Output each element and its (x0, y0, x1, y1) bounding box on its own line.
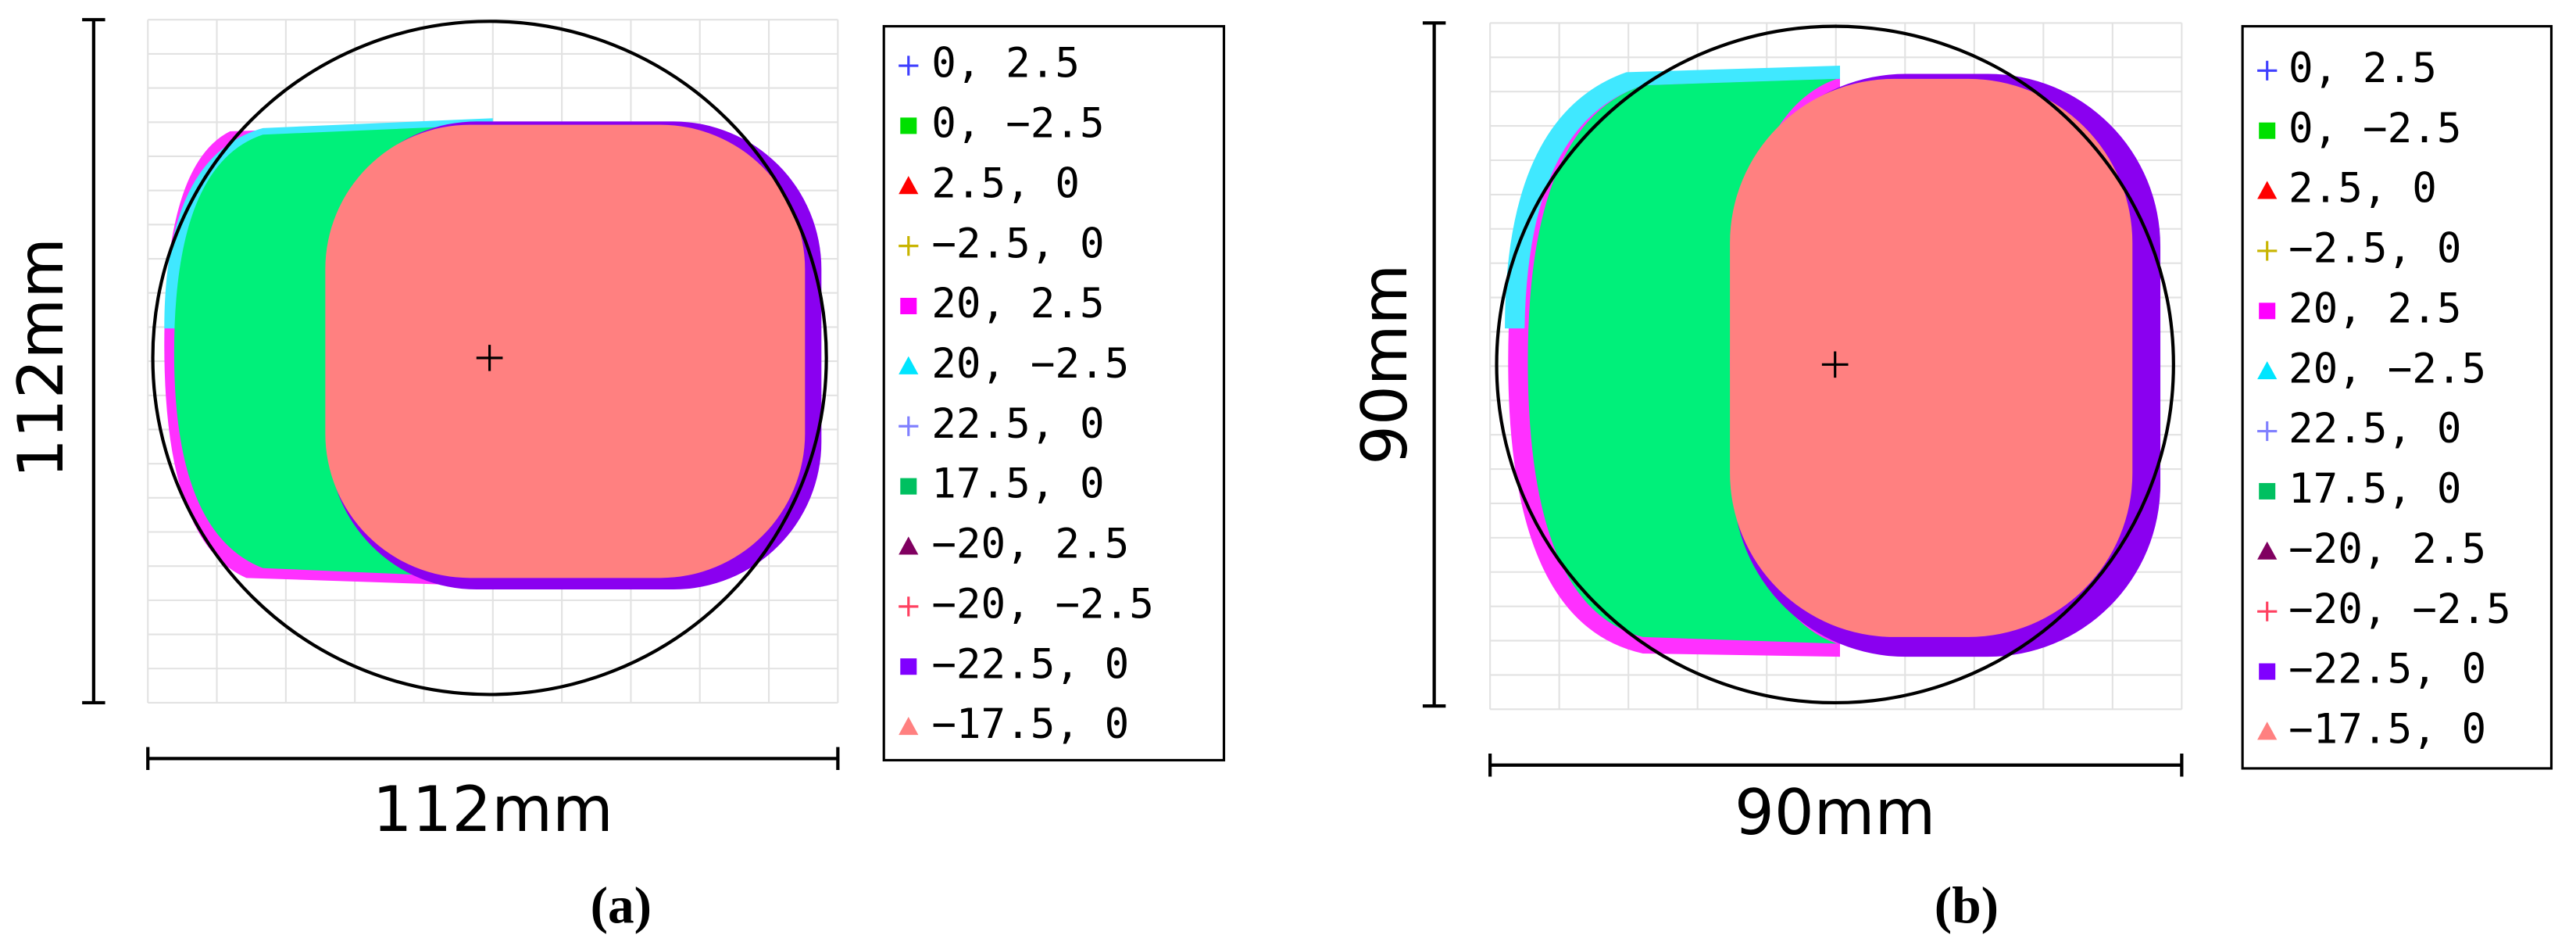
legend-label: −2.5, 0 (2288, 225, 2461, 273)
legend-marker (2259, 482, 2276, 500)
legend-marker (899, 416, 919, 436)
legend-label: 20, −2.5 (931, 340, 1129, 388)
boundary-circle (1495, 24, 2175, 705)
panel-a-plot: 112mm 112mm (a) (5, 18, 1226, 934)
legend-label: 17.5, 0 (931, 460, 1104, 508)
legend-marker (2257, 60, 2278, 81)
panel-b-plot: 90mm 90mm (b) (1349, 21, 2553, 934)
boundary-circle (151, 20, 828, 697)
legend-label: 17.5, 0 (2288, 465, 2461, 513)
legend-label: 20, −2.5 (2288, 345, 2486, 392)
width-label: 90mm (1735, 776, 1935, 849)
height-dimension (82, 18, 105, 705)
legend-label: 0, 2.5 (2288, 45, 2437, 92)
legend-marker (2257, 181, 2278, 199)
legend-box (2241, 25, 2553, 770)
legend-marker (2257, 722, 2278, 740)
legend-marker (900, 117, 917, 134)
legend-label: 0, −2.5 (2288, 105, 2461, 152)
center-mark (476, 345, 503, 371)
legend-marker (2257, 241, 2278, 261)
legend-marker (2257, 361, 2278, 380)
width-dimension (1488, 754, 2184, 777)
height-dimension (1422, 21, 1446, 708)
legend-marker (2257, 541, 2278, 560)
legend-label: 22.5, 0 (2288, 405, 2461, 453)
legend-label: −22.5, 0 (931, 640, 1129, 688)
caption: (a) (591, 876, 652, 934)
width-dimension (146, 747, 840, 771)
legend-marker (900, 658, 917, 675)
legend-label: −22.5, 0 (2288, 646, 2486, 693)
legend-marker (899, 236, 919, 256)
legend-marker (900, 478, 917, 495)
legend-label: −17.5, 0 (2288, 706, 2486, 754)
legend-label: 20, 2.5 (931, 280, 1104, 328)
legend-label: −17.5, 0 (931, 700, 1129, 748)
legend-label: 0, 2.5 (931, 40, 1080, 88)
legend-marker (899, 56, 919, 76)
legend-marker (2259, 122, 2276, 139)
legend-marker (2257, 421, 2278, 442)
width-label: 112mm (373, 773, 613, 846)
legend-label: −20, −2.5 (931, 581, 1154, 628)
center-mark (1821, 351, 1849, 378)
legend-label: −20, 2.5 (931, 521, 1129, 568)
legend-marker (2259, 303, 2276, 320)
legend-box (882, 25, 1226, 762)
legend-marker (899, 356, 919, 374)
legend-label: −2.5, 0 (931, 220, 1104, 267)
legend-label: 2.5, 0 (931, 159, 1080, 207)
legend-label: 0, −2.5 (931, 100, 1104, 148)
legend-label: 20, 2.5 (2288, 285, 2461, 332)
footprint-area (173, 124, 493, 578)
legend-marker (899, 596, 919, 617)
legend-label: 2.5, 0 (2288, 165, 2437, 213)
legend-label: −20, 2.5 (2288, 525, 2486, 573)
legend-label: −20, −2.5 (2288, 586, 2511, 633)
legend-marker (899, 176, 919, 195)
legend-marker (899, 717, 919, 736)
footprint-area (325, 124, 806, 578)
legend-marker (900, 298, 917, 315)
footprint-area (1730, 78, 2133, 637)
legend-marker (899, 536, 919, 555)
legend-marker (2259, 663, 2276, 680)
footprint-area (1527, 78, 1837, 644)
caption: (b) (1935, 876, 1999, 934)
legend-label: 22.5, 0 (931, 400, 1104, 448)
legend-marker (2257, 601, 2278, 621)
height-label: 90mm (1349, 264, 1421, 465)
height-label: 112mm (5, 238, 77, 478)
